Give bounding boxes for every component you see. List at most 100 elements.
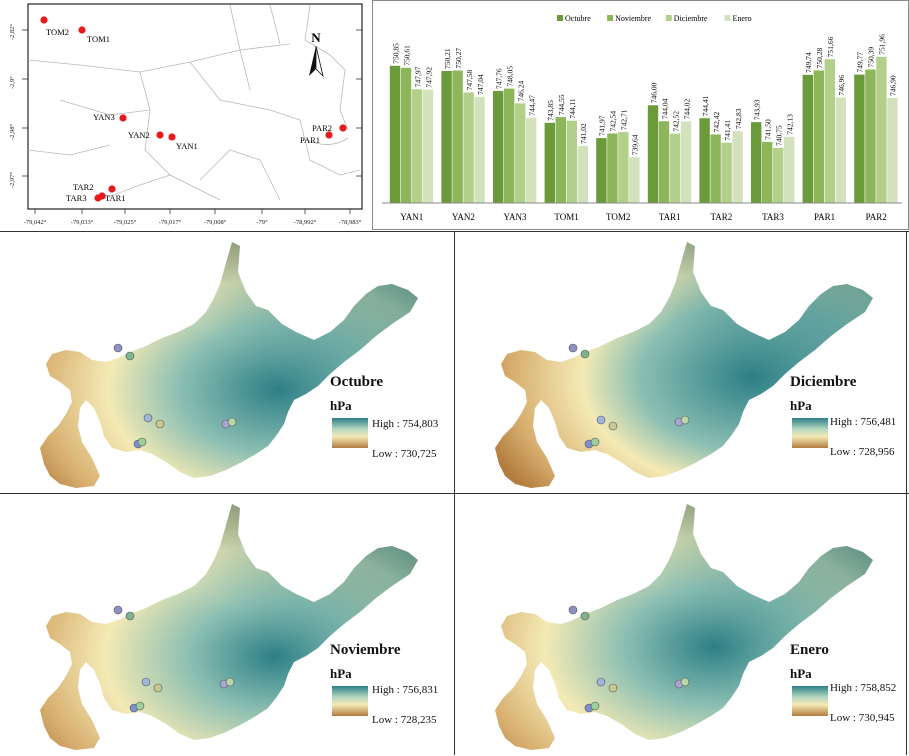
station-marker xyxy=(680,677,690,687)
panel-title: Noviembre xyxy=(330,642,401,658)
legend-high: High : 754,803 xyxy=(372,418,439,430)
station-marker xyxy=(596,415,606,425)
bar xyxy=(680,121,692,203)
bar-value-label: 750,27 xyxy=(454,48,463,69)
panel-divider xyxy=(906,231,907,755)
bar-value-label: 746,24 xyxy=(517,80,526,101)
bar xyxy=(441,71,452,203)
x-tick-label: YAN3 xyxy=(503,212,527,222)
bar-value-label: 747,97 xyxy=(413,66,422,87)
station-marker xyxy=(153,683,163,693)
bar xyxy=(526,117,537,203)
bar-value-label: 742,52 xyxy=(671,111,680,132)
station-point xyxy=(325,131,333,139)
chart-legend: Octubre Noviembre Diciembre Enero xyxy=(557,14,752,23)
station-marker xyxy=(580,611,590,621)
lon-tick: -78,983° xyxy=(339,219,362,226)
bar xyxy=(566,120,577,203)
station-location-map: -2,82° -2,9° -2,98° -2,97° -79,042° -79,… xyxy=(9,3,363,226)
bar-value-label: 743,85 xyxy=(546,100,555,121)
panel-title: Diciembre xyxy=(790,374,857,390)
bar-value-label: 747,76 xyxy=(495,68,504,89)
bar xyxy=(865,69,876,203)
bar-value-label: 750,28 xyxy=(815,48,824,69)
bar-value-label: 742,13 xyxy=(786,114,795,135)
bar xyxy=(544,122,555,203)
lon-tick: -79,025° xyxy=(114,219,137,226)
station-label: YAN3 xyxy=(93,112,115,122)
panel-title: Octubre xyxy=(330,374,384,390)
bar xyxy=(710,134,721,203)
bar xyxy=(854,74,865,203)
legend-low: Low : 728,956 xyxy=(830,446,895,458)
x-tick-label: TAR1 xyxy=(659,212,681,222)
bar xyxy=(474,96,485,203)
bar xyxy=(835,97,846,203)
bar-value-label: 750,39 xyxy=(867,47,876,68)
legend-high: High : 756,481 xyxy=(830,416,897,428)
bar xyxy=(876,56,887,203)
station-marker xyxy=(680,415,690,425)
bar-value-label: 749,77 xyxy=(856,52,865,73)
legend-swatch xyxy=(607,15,614,21)
bar-value-label: 751,66 xyxy=(826,36,835,57)
color-ramp-legend xyxy=(792,686,828,716)
bar xyxy=(802,74,813,204)
bar xyxy=(463,92,474,203)
station-marker xyxy=(608,421,618,431)
station-label: TOM2 xyxy=(46,27,69,37)
station-point xyxy=(40,16,48,24)
station-label: TOM1 xyxy=(87,34,110,44)
lat-tick: -2,82° xyxy=(9,23,16,40)
color-ramp-legend xyxy=(332,686,368,716)
station-marker xyxy=(227,417,237,427)
station-marker xyxy=(125,351,135,361)
lon-tick: -79,033° xyxy=(71,219,94,226)
station-point xyxy=(119,114,127,122)
legend-label: Noviembre xyxy=(615,14,651,23)
lon-tick: -79,042° xyxy=(24,219,47,226)
x-tick-label: TOM1 xyxy=(554,212,578,222)
station-marker xyxy=(125,611,135,621)
bar-value-label: 744,02 xyxy=(682,99,691,120)
surface-shading xyxy=(40,504,418,750)
bar xyxy=(762,141,773,203)
station-marker xyxy=(113,343,123,353)
lon-tick: -79,017° xyxy=(159,219,182,226)
bar-value-label: 742,54 xyxy=(609,111,618,132)
bar-value-label: 741,50 xyxy=(764,119,773,140)
legend-swatch xyxy=(557,15,563,21)
lat-tick: -2,97° xyxy=(9,171,16,188)
x-tick-label: YAN2 xyxy=(452,212,475,222)
bar xyxy=(751,122,762,203)
station-marker xyxy=(590,701,600,711)
bar xyxy=(389,65,401,204)
bar-value-label: 750,61 xyxy=(402,45,411,66)
legend-swatch xyxy=(724,15,731,21)
bar xyxy=(422,89,434,203)
station-marker xyxy=(568,343,578,353)
north-label: N xyxy=(311,30,321,45)
bar-value-label: 747,92 xyxy=(424,67,433,88)
station-label: TAR3 xyxy=(66,193,87,203)
bar xyxy=(596,138,607,203)
bar-value-label: 746,90 xyxy=(889,75,898,96)
legend-low: Low : 728,235 xyxy=(372,714,437,726)
bar-value-label: 744,11 xyxy=(568,98,577,119)
station-marker xyxy=(568,605,578,615)
station-point xyxy=(78,26,86,34)
bar xyxy=(629,157,640,203)
bar-value-label: 746,96 xyxy=(837,75,846,96)
bar xyxy=(493,90,504,203)
x-tick-label: PAR1 xyxy=(814,212,835,222)
bar-value-label: 751,96 xyxy=(878,34,887,55)
station-label: YAN2 xyxy=(128,130,150,140)
legend-high: High : 756,831 xyxy=(372,684,439,696)
station-marker xyxy=(608,683,618,693)
bar-value-label: 742,42 xyxy=(712,112,721,133)
station-label: PAR2 xyxy=(312,123,332,133)
panel-title: Enero xyxy=(790,642,829,658)
bar-value-label: 739,64 xyxy=(631,134,640,155)
bar xyxy=(732,131,743,203)
bar xyxy=(773,148,784,203)
